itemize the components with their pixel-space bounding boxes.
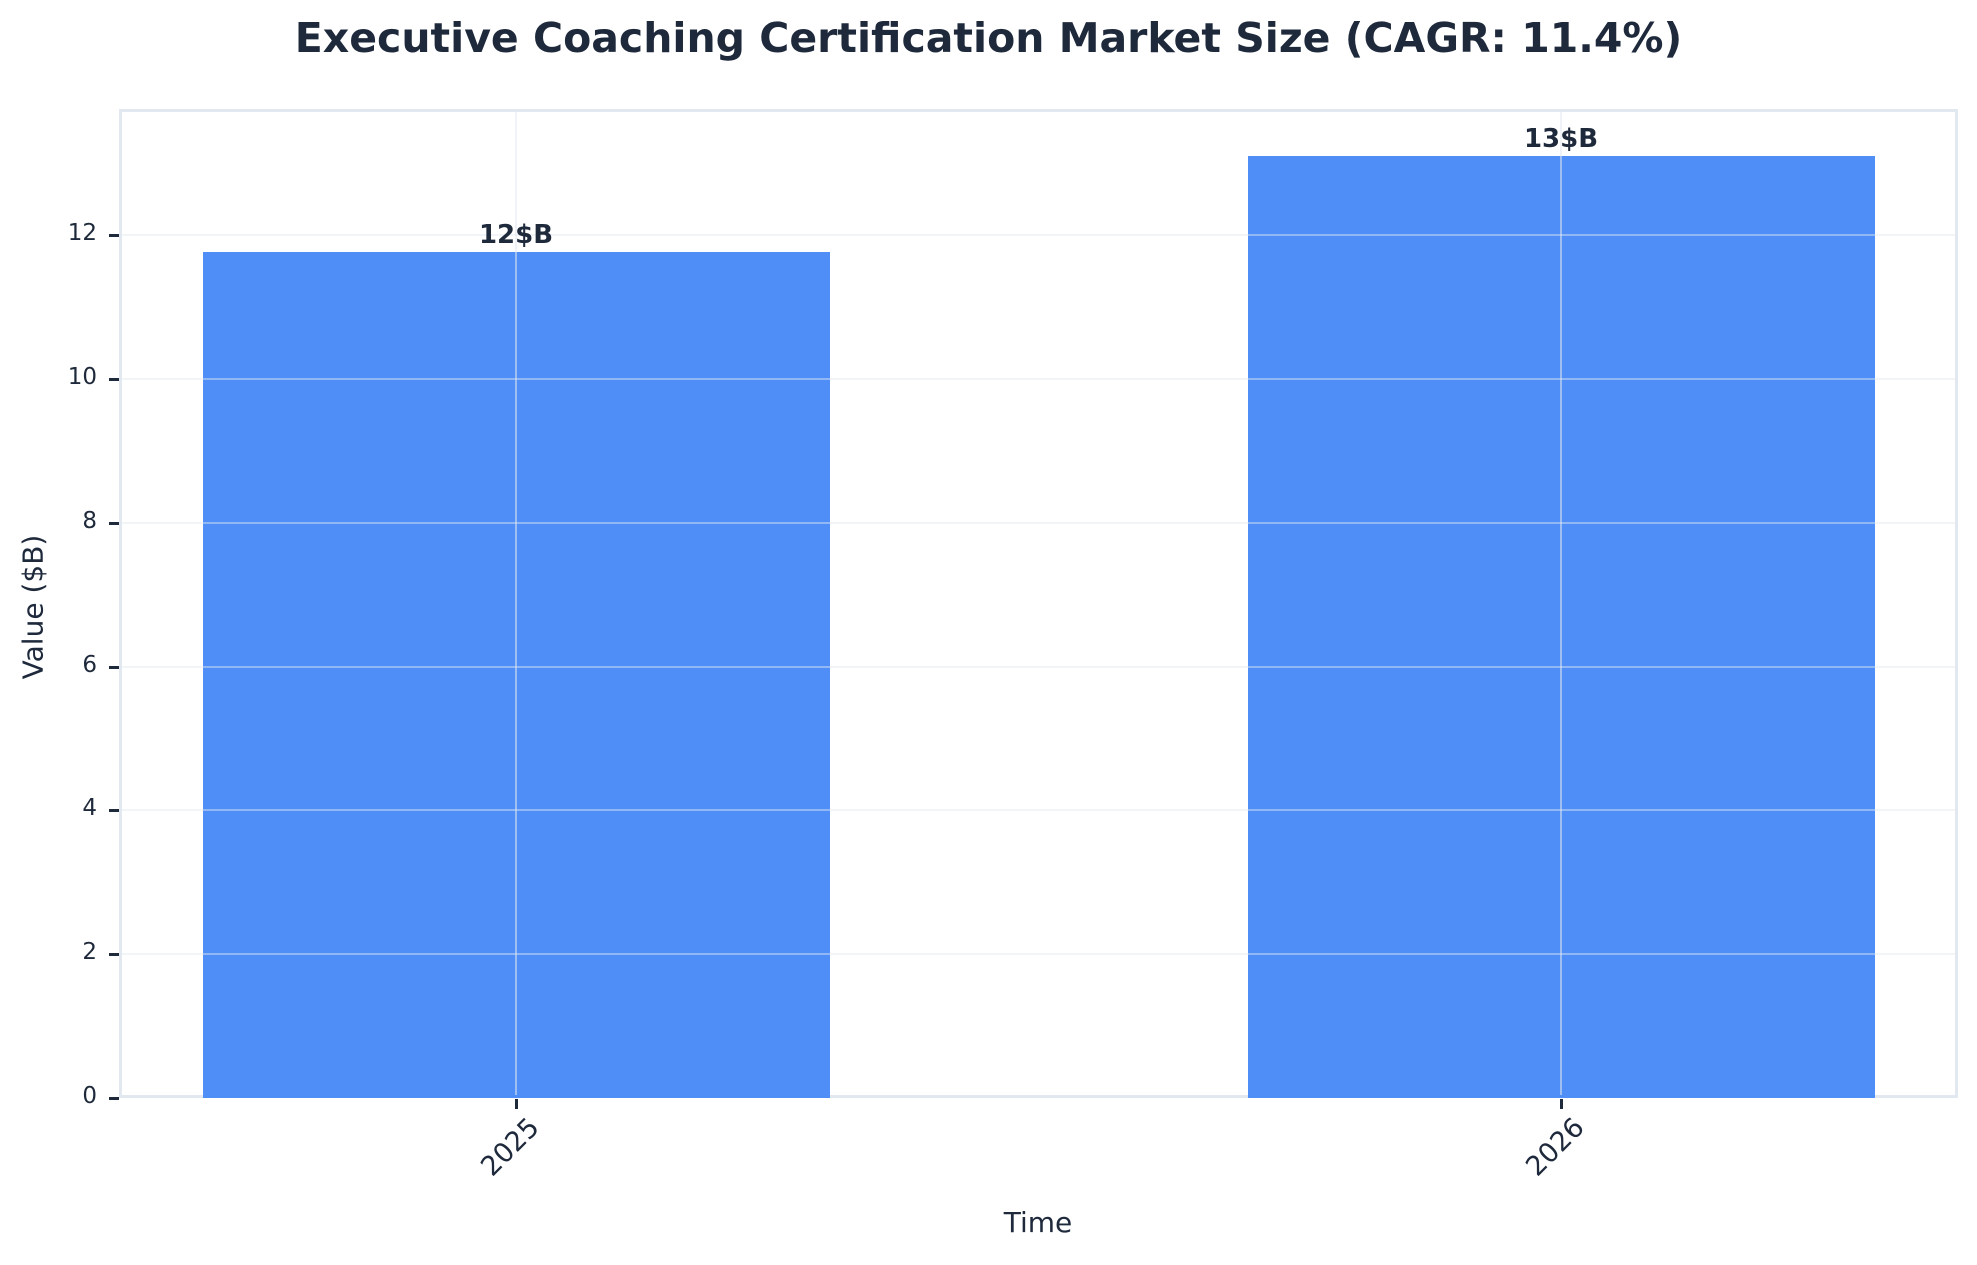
chart-title: Executive Coaching Certification Market …	[294, 14, 1683, 62]
y-tick-label: 0	[82, 1083, 97, 1109]
y-tick	[109, 234, 119, 238]
x-axis-label: Time	[1003, 1206, 1073, 1239]
y-tick	[109, 1097, 119, 1100]
y-tick	[109, 809, 119, 813]
x-tick-label: 2025	[475, 1112, 546, 1183]
y-tick-label: 12	[67, 220, 97, 247]
bar-value-label: 13$B	[1523, 124, 1599, 155]
bar-2025	[202, 252, 830, 1098]
bar-2026	[1247, 156, 1875, 1098]
y-tick-label: 2	[82, 939, 97, 966]
x-tick	[515, 1099, 518, 1109]
y-tick-label: 10	[67, 364, 97, 390]
y-tick-label: 6	[82, 651, 97, 678]
y-tick	[109, 521, 119, 525]
y-tick	[109, 665, 119, 669]
y-tick	[109, 378, 119, 381]
y-tick	[109, 953, 119, 957]
y-tick-label: 4	[82, 795, 97, 822]
y-tick-label: 8	[82, 507, 97, 534]
bar-value-label: 12$B	[478, 220, 554, 251]
x-tick	[1560, 1099, 1563, 1109]
x-tick-label: 2026	[1520, 1112, 1591, 1183]
